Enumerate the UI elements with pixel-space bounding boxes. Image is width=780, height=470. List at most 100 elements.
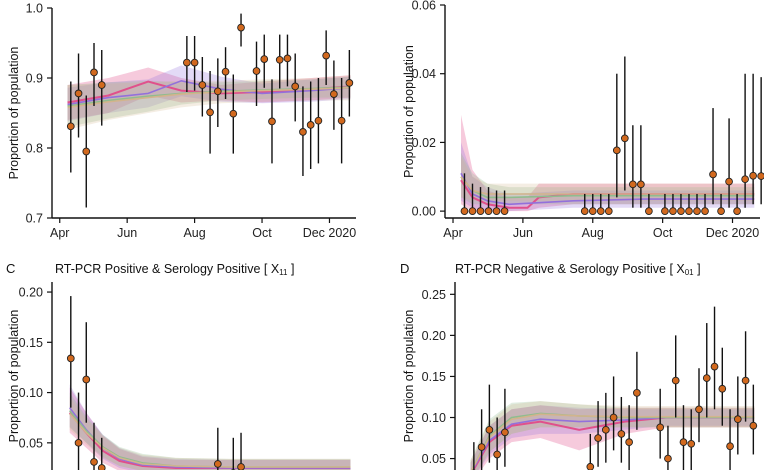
model-band-1 bbox=[461, 114, 755, 212]
data-point bbox=[596, 207, 605, 215]
y-axis-title: Proportion of population bbox=[7, 310, 21, 443]
data-point bbox=[66, 122, 75, 131]
y-tick-label: 0.8 bbox=[26, 142, 43, 156]
x-tick-label: Aug bbox=[582, 226, 604, 240]
data-point bbox=[275, 55, 284, 64]
data-point bbox=[718, 384, 727, 393]
x-tick-label: Apr bbox=[50, 226, 69, 240]
y-axis-title: Proportion of population bbox=[7, 47, 21, 180]
data-point bbox=[609, 413, 618, 422]
y-tick-label: 0.9 bbox=[26, 72, 43, 86]
data-point bbox=[82, 375, 91, 384]
observations bbox=[66, 296, 245, 470]
data-point bbox=[82, 147, 91, 156]
x-tick-label: Dec 2020 bbox=[303, 226, 357, 240]
data-point bbox=[97, 464, 106, 470]
x-tick-label: Jun bbox=[513, 226, 533, 240]
data-point bbox=[733, 415, 742, 424]
data-point bbox=[306, 121, 315, 129]
y-tick-label: 0.06 bbox=[412, 0, 436, 13]
data-point bbox=[213, 460, 222, 468]
data-point bbox=[733, 207, 741, 215]
y-tick-label: 0.04 bbox=[412, 67, 436, 81]
y-tick-label: 0.20 bbox=[422, 329, 446, 343]
y-tick-label: 0.10 bbox=[19, 386, 43, 400]
data-point bbox=[588, 207, 597, 215]
observations bbox=[66, 13, 354, 208]
data-point bbox=[741, 175, 749, 184]
y-tick-label: 0.05 bbox=[19, 436, 43, 450]
model-band-3 bbox=[461, 152, 755, 205]
data-point bbox=[749, 421, 758, 430]
x-tick-label: Oct bbox=[653, 226, 673, 240]
data-point bbox=[656, 423, 665, 432]
data-point bbox=[612, 146, 621, 155]
data-point bbox=[749, 171, 757, 180]
data-point bbox=[679, 438, 688, 446]
data-point bbox=[637, 180, 645, 189]
data-point bbox=[594, 434, 602, 442]
data-point bbox=[252, 67, 261, 75]
panel-letter: D bbox=[400, 261, 409, 276]
y-tick-label: 0.05 bbox=[422, 452, 446, 466]
data-point bbox=[709, 170, 717, 179]
data-point bbox=[501, 428, 509, 437]
data-point bbox=[322, 51, 331, 60]
data-point bbox=[345, 79, 354, 87]
data-point bbox=[183, 58, 191, 67]
data-point bbox=[633, 389, 641, 397]
data-point bbox=[314, 116, 323, 125]
data-point bbox=[702, 374, 711, 382]
x-tick-label: Aug bbox=[183, 226, 205, 240]
data-point bbox=[645, 207, 653, 215]
observations bbox=[471, 306, 758, 470]
data-point bbox=[476, 207, 485, 215]
data-point bbox=[629, 180, 637, 189]
y-axis-title: Proportion of population bbox=[402, 310, 416, 443]
data-point bbox=[190, 58, 199, 67]
y-tick-label: 0.20 bbox=[19, 286, 43, 300]
data-point bbox=[726, 442, 734, 451]
data-point bbox=[669, 207, 677, 215]
data-point bbox=[237, 463, 245, 470]
y-tick-label: 0.25 bbox=[422, 288, 446, 302]
y-tick-label: 0.15 bbox=[422, 370, 446, 384]
data-point bbox=[330, 90, 338, 98]
y-tick-label: 0.10 bbox=[422, 411, 446, 425]
observations bbox=[460, 56, 764, 215]
data-point bbox=[620, 134, 629, 143]
data-point bbox=[741, 376, 750, 385]
model-band-3 bbox=[69, 392, 351, 470]
y-tick-label: 0.02 bbox=[412, 136, 436, 150]
data-point bbox=[198, 81, 207, 89]
model-band-4 bbox=[461, 156, 755, 201]
data-point bbox=[484, 207, 493, 215]
data-point bbox=[477, 443, 486, 451]
data-point bbox=[90, 68, 98, 77]
y-tick-label: 0.00 bbox=[412, 205, 436, 219]
data-point bbox=[237, 23, 245, 32]
data-point bbox=[710, 362, 719, 371]
data-point bbox=[687, 439, 696, 448]
data-point bbox=[206, 108, 214, 117]
y-tick-label: 1.0 bbox=[26, 2, 43, 16]
data-point bbox=[625, 438, 633, 446]
panel-a: 0.7 0.8 0.9 1.0 Apr Jun Aug Oct Dec 2020 Proporti… bbox=[7, 2, 356, 241]
y-tick-label: 0.15 bbox=[19, 336, 43, 350]
data-point bbox=[685, 207, 693, 215]
model-band-1 bbox=[69, 387, 351, 470]
data-point bbox=[677, 207, 685, 215]
data-point bbox=[671, 376, 680, 385]
data-point bbox=[291, 82, 300, 91]
data-point bbox=[74, 89, 83, 98]
y-tick-label: 0.7 bbox=[26, 212, 43, 226]
data-point bbox=[695, 405, 703, 414]
data-point bbox=[260, 55, 269, 63]
data-point bbox=[66, 354, 75, 363]
data-point bbox=[221, 67, 230, 76]
model-fits bbox=[67, 65, 351, 130]
data-point bbox=[460, 207, 469, 215]
panel-b: 0.00 0.02 0.04 0.06 Apr Jun Aug Oct Dec 2020 Prop… bbox=[402, 0, 764, 240]
data-point bbox=[468, 207, 477, 215]
x-tick-label: Apr bbox=[443, 226, 462, 240]
